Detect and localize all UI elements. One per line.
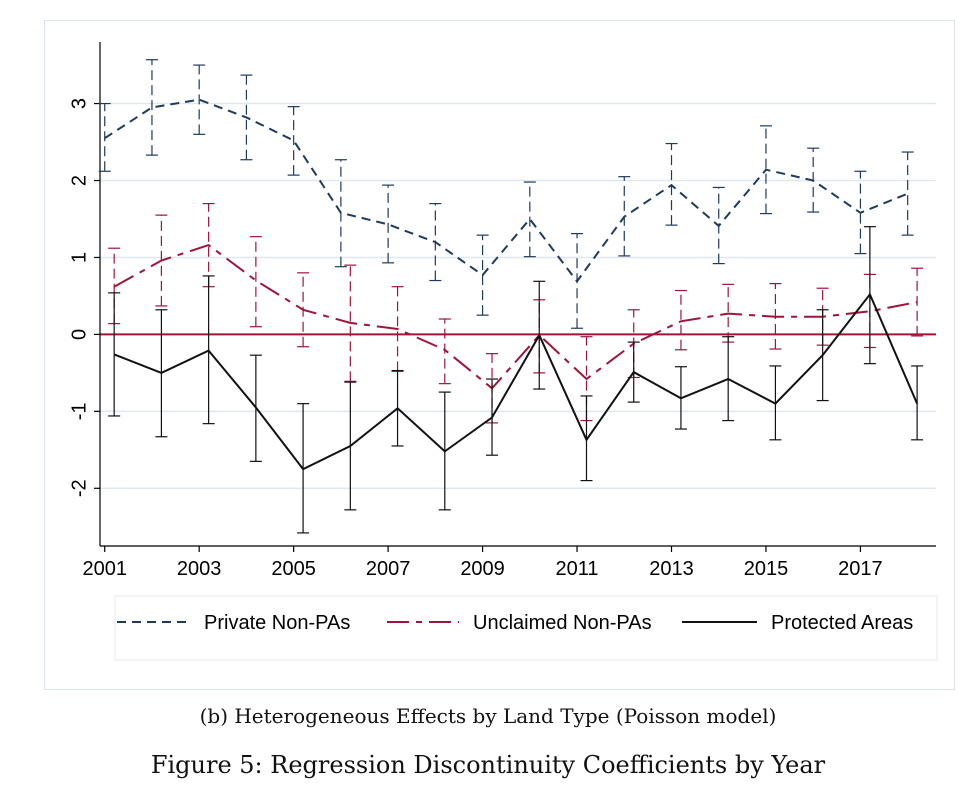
- legend-label: Private Non-PAs: [204, 612, 350, 634]
- x-tick-label: 2015: [744, 558, 789, 580]
- series-line: [113, 243, 918, 390]
- figure-frame: -2 -1 0 1 2 3 2001 2003 2005 2007 2009 2011 2013 2015…: [44, 20, 955, 690]
- y-tick-label: 0: [68, 329, 90, 340]
- axes: -2 -1 0 1 2 3 2001 2003 2005 2007 2009 2011 2013 2015…: [68, 42, 936, 580]
- grid-lines: [100, 102, 936, 490]
- series-private-non-pas: [98, 59, 914, 329]
- series-line: [104, 98, 909, 283]
- legend: Private Non-PAs Unclaimed Non-PAs Protecte…: [114, 595, 938, 661]
- x-tick-label: 2011: [556, 558, 599, 580]
- x-tick-label: 2013: [649, 558, 694, 580]
- y-tick-label: 2: [68, 175, 90, 186]
- legend-box: [114, 595, 938, 661]
- series-line: [113, 292, 919, 471]
- series-layer: [98, 59, 924, 534]
- x-tick-label: 2007: [366, 558, 411, 580]
- x-tick-label: 2003: [177, 558, 222, 580]
- x-tick-label: 2001: [82, 558, 127, 580]
- x-tick-label: 2005: [271, 558, 316, 580]
- legend-label: Protected Areas: [771, 612, 913, 634]
- figure-caption: Figure 5: Regression Discontinuity Coeff…: [150, 751, 826, 779]
- y-tick-label: 1: [68, 252, 90, 263]
- x-tick-label: 2009: [460, 558, 505, 580]
- y-tick-label: -2: [68, 479, 90, 497]
- y-tick-label: -1: [68, 402, 90, 420]
- series-protected-areas: [108, 226, 924, 534]
- y-tick-label: 3: [68, 98, 90, 109]
- x-tick-label: 2017: [838, 558, 883, 580]
- legend-label: Unclaimed Non-PAs: [473, 612, 652, 634]
- regression-chart: -2 -1 0 1 2 3 2001 2003 2005 2007 2009 2011 2013 2015…: [68, 42, 938, 661]
- subfigure-caption: (b) Heterogeneous Effects by Land Type (…: [199, 704, 777, 728]
